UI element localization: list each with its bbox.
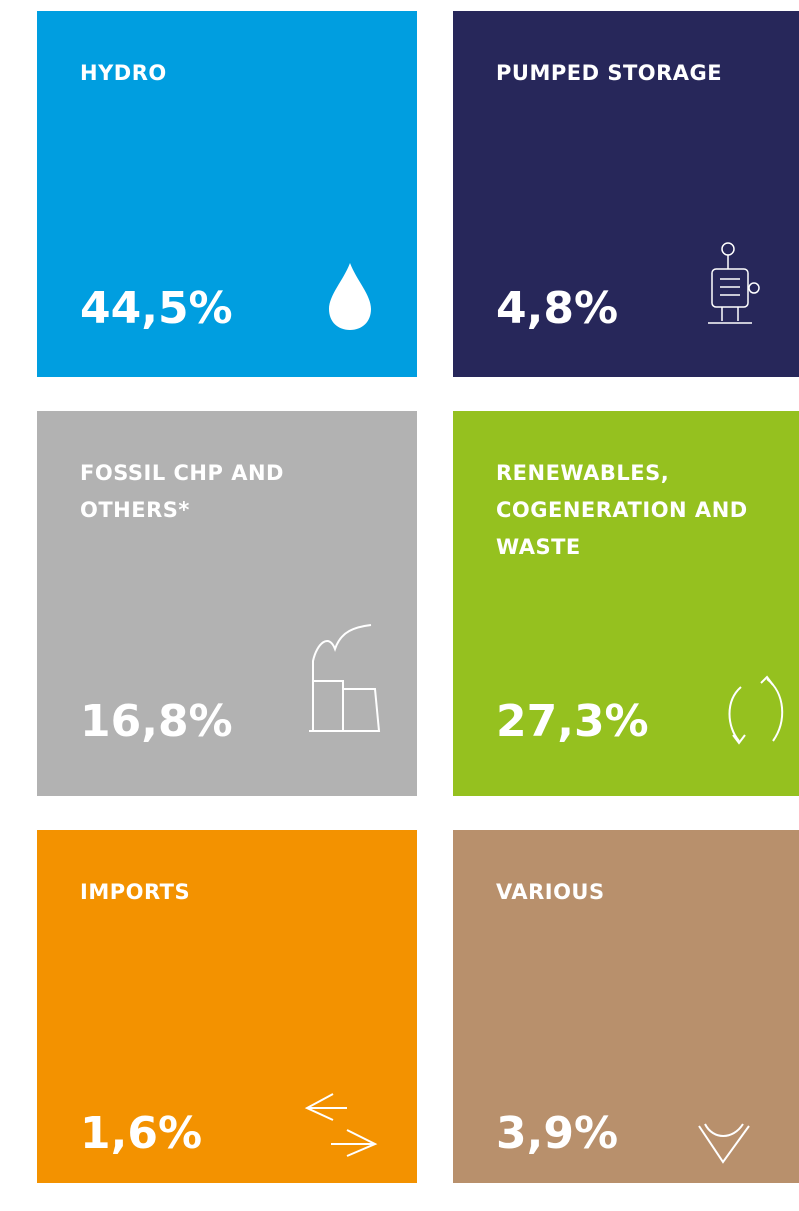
cycle-icon (728, 675, 784, 745)
tile: FOSSIL CHP AND OTHERS* 16,8% (37, 411, 417, 796)
tile-value: 3,9% (496, 1108, 619, 1159)
tile: HYDRO 44,5% (37, 11, 417, 377)
tile: VARIOUS 3,9% (453, 830, 799, 1183)
tile-label: RENEWABLES, COGENERATION AND WASTE (496, 461, 748, 559)
tile-label: HYDRO (80, 61, 167, 85)
chevron-icon (698, 1123, 750, 1164)
tile: PUMPED STORAGE 4,8% (453, 11, 799, 377)
tile: RENEWABLES, COGENERATION AND WASTE 27,3% (453, 411, 799, 796)
tile: IMPORTS 1,6% (37, 830, 417, 1183)
tile-label: VARIOUS (496, 880, 605, 904)
tile-value: 27,3% (496, 696, 649, 747)
tile-value: 16,8% (80, 696, 233, 747)
tile-label: PUMPED STORAGE (496, 61, 723, 85)
arrows-icon (304, 1093, 378, 1157)
tile-label: FOSSIL CHP AND OTHERS* (80, 461, 284, 522)
tile-value: 1,6% (80, 1108, 203, 1159)
plant-icon (309, 624, 381, 732)
tile-value: 4,8% (496, 283, 619, 334)
pump-icon (708, 242, 760, 324)
tile-value: 44,5% (80, 283, 233, 334)
drop-icon (329, 263, 371, 330)
tile-label: IMPORTS (80, 880, 191, 904)
